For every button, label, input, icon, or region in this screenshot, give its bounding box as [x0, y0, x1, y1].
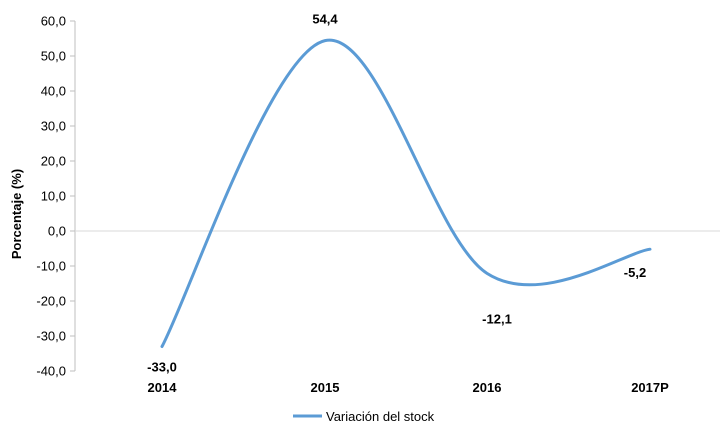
legend-label: Variación del stock — [326, 409, 435, 424]
data-label: -33,0 — [147, 360, 177, 375]
x-axis: 2014 2015 2016 2017P — [148, 380, 670, 395]
x-tick-label: 2017P — [631, 380, 669, 395]
x-tick-label: 2016 — [473, 380, 502, 395]
data-label: -12,1 — [482, 311, 512, 326]
y-axis: 60,0 50,0 40,0 30,0 20,0 10,0 0,0 -10,0 -20,0 -30… — [36, 14, 76, 379]
y-tick-label: 10,0 — [41, 189, 66, 204]
data-label: 54,4 — [312, 12, 338, 27]
x-tick-label: 2015 — [311, 380, 340, 395]
series-group — [160, 38, 652, 348]
y-tick-label: 0,0 — [48, 224, 66, 239]
data-labels: -33,0 54,4 -12,1 -5,2 — [147, 12, 646, 375]
data-label: -5,2 — [624, 265, 646, 280]
x-tick-label: 2014 — [148, 380, 178, 395]
legend: Variación del stock — [293, 409, 435, 424]
y-tick-label: -40,0 — [36, 364, 66, 379]
y-tick-label: -10,0 — [36, 259, 66, 274]
y-tick-label: -30,0 — [36, 329, 66, 344]
y-tick-label: 20,0 — [41, 154, 66, 169]
y-tick-label: 50,0 — [41, 49, 66, 64]
y-axis-title: Porcentaje (%) — [9, 169, 24, 259]
y-tick-label: -20,0 — [36, 294, 66, 309]
y-tick-label: 30,0 — [41, 119, 66, 134]
y-tick-label: 60,0 — [41, 14, 66, 29]
series-line-variacion-del-stock — [160, 38, 652, 348]
y-tick-label: 40,0 — [41, 84, 66, 99]
